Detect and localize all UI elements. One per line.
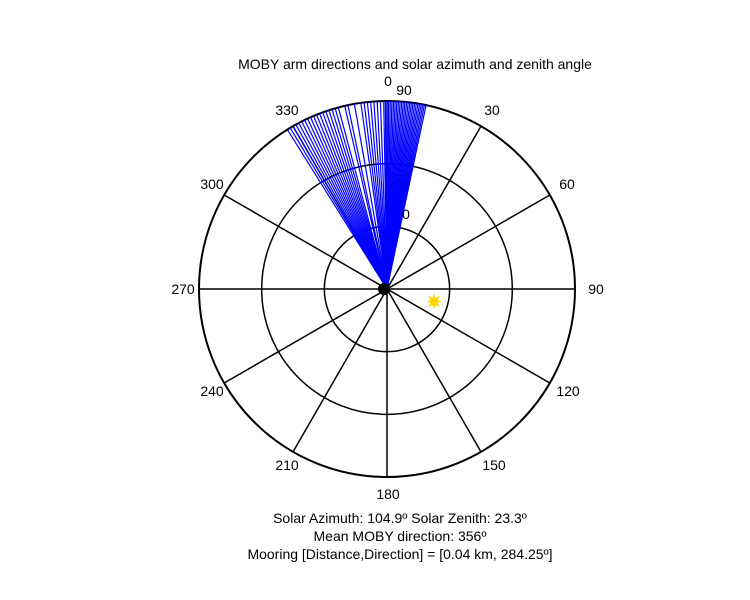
angle-label-0: 0 <box>384 73 392 89</box>
moby-arm-line <box>386 104 427 290</box>
angle-label-210: 210 <box>275 457 299 473</box>
radial-label-0: 0 <box>402 206 410 222</box>
moby-arm-lines <box>286 101 427 290</box>
sun-ray <box>436 303 440 307</box>
sun-marker <box>427 294 442 309</box>
center-dot <box>378 283 390 295</box>
angle-label-150: 150 <box>482 457 506 473</box>
markers <box>378 283 442 309</box>
moby-arm-line <box>337 107 388 290</box>
mean-direction-caption: Mean MOBY direction: 356º <box>313 528 487 544</box>
angle-label-60: 60 <box>559 176 575 192</box>
sun-ray <box>428 303 432 307</box>
angle-label-270: 270 <box>171 281 195 297</box>
angle-label-180: 180 <box>376 486 400 502</box>
angle-label-300: 300 <box>200 176 224 192</box>
sun-core <box>429 297 439 307</box>
moby-arm-line <box>347 104 388 290</box>
angle-label-30: 30 <box>484 102 500 118</box>
chart-title: MOBY arm directions and solar azimuth an… <box>238 56 592 72</box>
angle-label-330: 330 <box>275 102 299 118</box>
radial-label-90: 90 <box>396 82 412 98</box>
solar-caption: Solar Azimuth: 104.9º Solar Zenith: 23.3… <box>273 510 527 526</box>
moby-arm-line <box>353 103 388 290</box>
angle-label-90: 90 <box>588 281 604 297</box>
angle-label-240: 240 <box>200 383 224 399</box>
sun-ray <box>436 296 440 300</box>
sun-ray <box>428 296 432 300</box>
angle-label-120: 120 <box>556 383 580 399</box>
mooring-caption: Mooring [Distance,Direction] = [0.04 km,… <box>247 546 553 562</box>
